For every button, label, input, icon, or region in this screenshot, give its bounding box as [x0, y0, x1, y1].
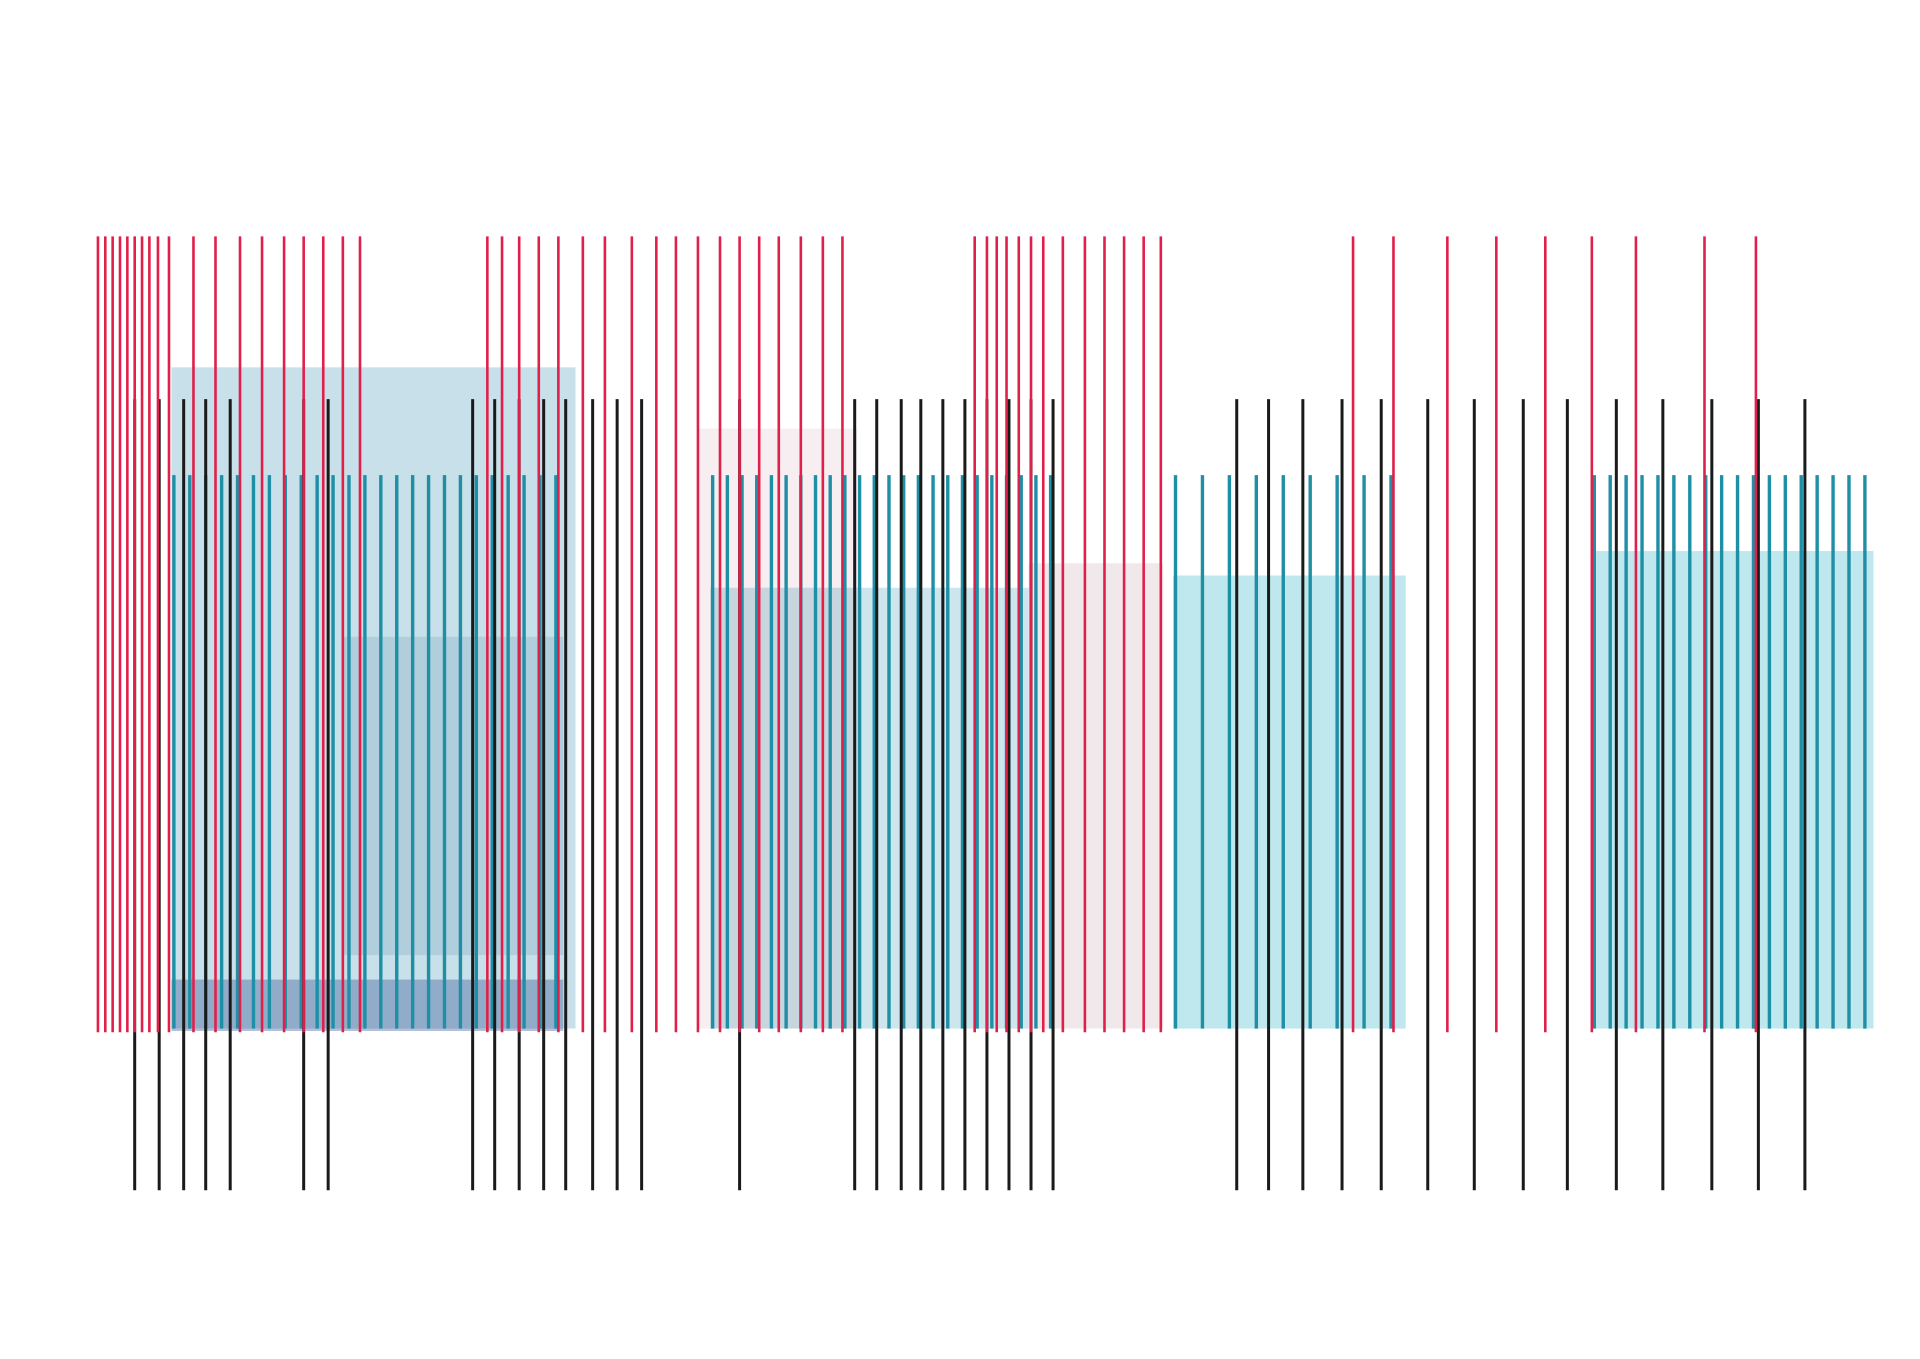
ink-wash	[342, 636, 564, 956]
red-lines	[96, 236, 1758, 1033]
ink-wash	[1591, 551, 1874, 1029]
ink-wash	[1173, 575, 1406, 1029]
